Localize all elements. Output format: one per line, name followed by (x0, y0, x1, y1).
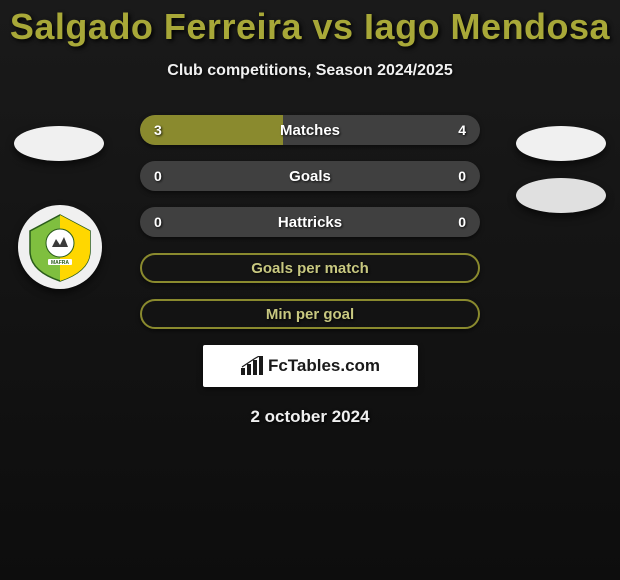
player-left-badge (14, 126, 104, 161)
stat-row-hattricks: 0 Hattricks 0 (140, 207, 480, 237)
stat-row-goals-per-match: Goals per match (140, 253, 480, 283)
fctables-watermark: FcTables.com (203, 345, 418, 387)
comparison-content: MAFRA 3 Matches 4 0 Goals 0 0 Hattricks … (0, 115, 620, 427)
stat-label: Min per goal (266, 306, 354, 323)
bars-icon (240, 356, 264, 376)
stat-row-goals: 0 Goals 0 (140, 161, 480, 191)
stat-label: Matches (280, 122, 340, 139)
stat-left-value: 3 (154, 122, 162, 138)
stat-label: Goals (289, 168, 331, 185)
stat-right-value: 4 (458, 122, 466, 138)
stat-label: Goals per match (251, 260, 369, 277)
stat-label: Hattricks (278, 214, 342, 231)
player-right-badge-2 (516, 178, 606, 213)
club-crest-icon: MAFRA (24, 211, 96, 283)
svg-text:MAFRA: MAFRA (51, 260, 69, 266)
fctables-label: FcTables.com (268, 356, 380, 376)
player-right-badge (516, 126, 606, 161)
date-label: 2 october 2024 (0, 407, 620, 427)
club-logo-left: MAFRA (18, 205, 102, 289)
stat-left-value: 0 (154, 214, 162, 230)
stat-left-value: 0 (154, 168, 162, 184)
stat-row-matches: 3 Matches 4 (140, 115, 480, 145)
page-title: Salgado Ferreira vs Iago Mendosa (0, 0, 620, 48)
stat-row-min-per-goal: Min per goal (140, 299, 480, 329)
stat-right-value: 0 (458, 214, 466, 230)
stat-right-value: 0 (458, 168, 466, 184)
subtitle: Club competitions, Season 2024/2025 (0, 62, 620, 80)
stat-rows: 3 Matches 4 0 Goals 0 0 Hattricks 0 Goal… (140, 115, 480, 329)
